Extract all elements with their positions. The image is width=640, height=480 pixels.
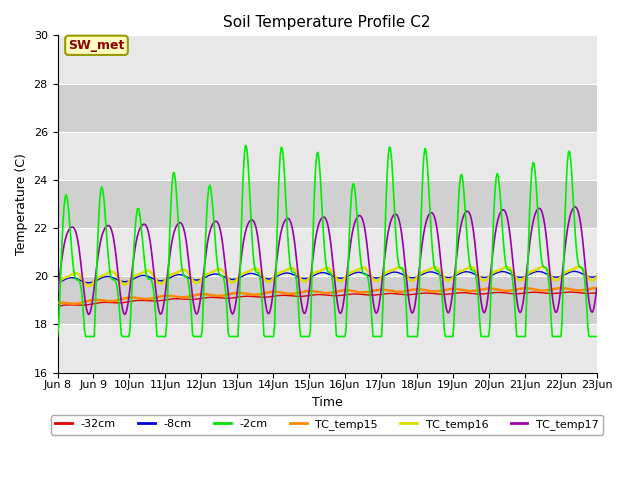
Line: TC_temp17: TC_temp17 xyxy=(58,207,596,314)
Line: -8cm: -8cm xyxy=(58,271,596,283)
-2cm xyxy=(54,334,61,339)
TC_temp16 xyxy=(346,270,354,276)
TC_temp17 xyxy=(85,312,93,317)
TC_temp16 xyxy=(497,267,504,273)
TC_temp15 xyxy=(581,287,589,293)
-8cm xyxy=(346,273,353,278)
Bar xyxy=(58,324,596,372)
TC_temp17 xyxy=(593,286,600,292)
-8cm xyxy=(593,274,600,279)
TC_temp16 xyxy=(54,281,61,287)
-2cm xyxy=(311,184,319,190)
-8cm xyxy=(313,271,321,277)
Line: TC_temp15: TC_temp15 xyxy=(58,288,596,304)
TC_temp16 xyxy=(311,270,319,276)
-32cm xyxy=(374,292,382,298)
Line: -2cm: -2cm xyxy=(58,145,596,336)
-32cm xyxy=(581,290,589,296)
TC_temp17 xyxy=(582,270,589,276)
TC_temp15 xyxy=(497,287,504,293)
Text: SW_met: SW_met xyxy=(68,39,125,52)
Bar xyxy=(58,180,596,228)
TC_temp15 xyxy=(70,301,77,307)
-2cm xyxy=(346,210,354,216)
-8cm xyxy=(310,273,317,278)
TC_temp17 xyxy=(346,242,354,248)
-32cm xyxy=(346,291,353,297)
Bar xyxy=(58,228,596,276)
TC_temp17 xyxy=(314,224,322,230)
TC_temp16 xyxy=(314,269,322,275)
TC_temp15 xyxy=(311,288,319,294)
-32cm xyxy=(593,290,600,296)
Line: TC_temp16: TC_temp16 xyxy=(58,267,596,286)
TC_temp16 xyxy=(85,283,93,289)
TC_temp16 xyxy=(575,264,582,270)
Title: Soil Temperature Profile C2: Soil Temperature Profile C2 xyxy=(223,15,431,30)
Bar xyxy=(58,36,596,84)
TC_temp15 xyxy=(376,287,383,293)
TC_temp15 xyxy=(54,300,61,306)
Legend: -32cm, -8cm, -2cm, TC_temp15, TC_temp16, TC_temp17: -32cm, -8cm, -2cm, TC_temp15, TC_temp16,… xyxy=(51,415,604,434)
-32cm xyxy=(313,292,321,298)
-32cm xyxy=(54,303,61,309)
Bar xyxy=(58,276,596,324)
TC_temp17 xyxy=(571,204,579,210)
-2cm xyxy=(314,149,322,155)
TC_temp15 xyxy=(346,288,354,293)
Bar xyxy=(58,132,596,180)
X-axis label: Time: Time xyxy=(312,396,342,409)
-8cm xyxy=(581,272,589,278)
-8cm xyxy=(54,280,61,286)
TC_temp16 xyxy=(376,276,383,282)
TC_temp15 xyxy=(314,289,322,295)
-8cm xyxy=(570,268,578,274)
-2cm xyxy=(497,197,504,203)
TC_temp15 xyxy=(593,285,600,291)
-8cm xyxy=(374,275,382,281)
Bar xyxy=(58,84,596,132)
-32cm xyxy=(566,289,573,295)
TC_temp17 xyxy=(311,241,319,247)
TC_temp17 xyxy=(54,291,61,297)
-32cm xyxy=(495,289,503,295)
-2cm xyxy=(593,334,600,339)
-32cm xyxy=(310,292,317,298)
-2cm xyxy=(242,143,250,148)
Y-axis label: Temperature (C): Temperature (C) xyxy=(15,153,28,255)
-8cm xyxy=(495,269,503,275)
TC_temp17 xyxy=(376,300,383,305)
-2cm xyxy=(581,278,589,284)
TC_temp16 xyxy=(582,271,589,277)
TC_temp16 xyxy=(593,274,600,280)
TC_temp17 xyxy=(497,209,504,215)
Line: -32cm: -32cm xyxy=(58,292,596,306)
-2cm xyxy=(376,334,383,339)
